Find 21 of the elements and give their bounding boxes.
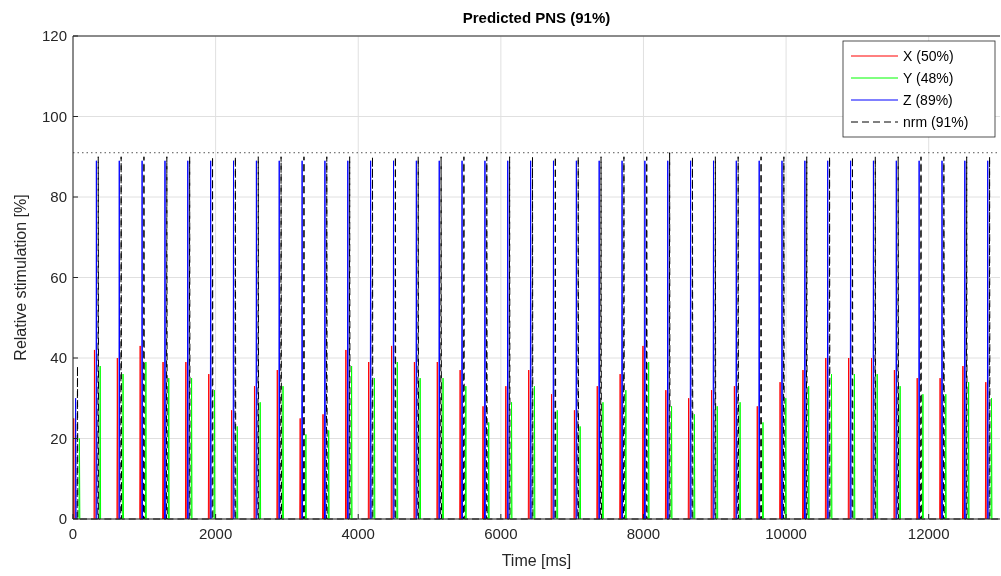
legend-label: Y (48%) <box>903 70 954 86</box>
y-tick-label: 100 <box>41 107 67 125</box>
x-axis-title: Time [ms] <box>501 552 572 569</box>
y-tick-label: 80 <box>50 188 67 205</box>
x-tick-label: 2000 <box>198 525 233 542</box>
legend-label: nrm (91%) <box>903 114 969 130</box>
x-tick-label: 6000 <box>484 525 518 542</box>
y-tick-label: 120 <box>41 27 67 44</box>
x-tick-label: 4000 <box>341 525 375 542</box>
y-tick-label: 0 <box>58 510 67 527</box>
y-axis-title: Relative stimulation [%] <box>12 194 29 361</box>
y-tick-label: 60 <box>50 268 67 286</box>
y-tick-label: 20 <box>50 429 67 447</box>
y-tick-label: 40 <box>50 349 67 366</box>
chart-title: Predicted PNS (91%) <box>462 9 611 26</box>
legend-label: Z (89%) <box>903 92 953 108</box>
x-tick-label: 12000 <box>907 525 950 542</box>
x-tick-label: 10000 <box>765 525 807 542</box>
x-tick-label: 8000 <box>626 525 661 542</box>
legend-label: X (50%) <box>903 48 954 64</box>
x-tick-label: 0 <box>68 525 78 542</box>
